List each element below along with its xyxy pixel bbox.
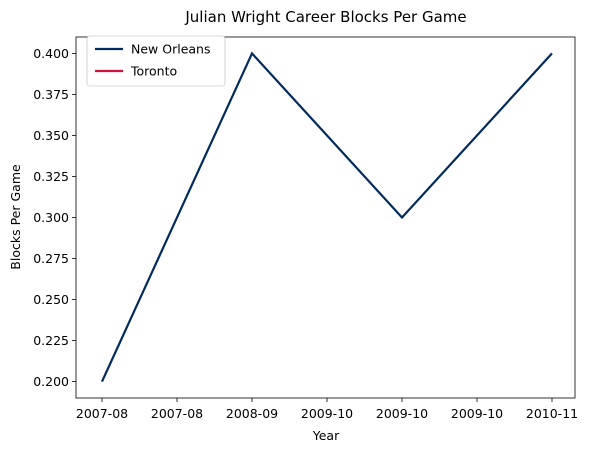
x-tick-label: 2010-11	[526, 406, 578, 421]
y-tick-label: 0.325	[33, 169, 69, 184]
y-tick-label: 0.200	[33, 374, 69, 389]
y-tick-label: 0.350	[33, 128, 69, 143]
y-tick-label: 0.250	[33, 292, 69, 307]
x-tick-label: 2009-10	[376, 406, 428, 421]
x-axis: 2007-08 2007-08 2008-09 2009-10 2009-10 2009-…	[76, 398, 578, 421]
x-tick-label: 2008-09	[226, 406, 278, 421]
y-tick-label: 0.400	[33, 46, 69, 61]
legend-label: Toronto	[130, 64, 177, 79]
y-axis-label: Blocks Per Game	[8, 164, 23, 270]
series-layer	[100, 51, 553, 383]
y-tick-label: 0.375	[33, 87, 69, 102]
chart-title: Julian Wright Career Blocks Per Game	[184, 8, 466, 26]
legend-label: New Orleans	[131, 42, 210, 57]
y-axis: 0.200 0.225 0.250 0.275 0.300 0.325 0.350 0.375…	[33, 46, 76, 389]
series-line-new-orleans	[100, 51, 553, 383]
y-tick-label: 0.300	[33, 210, 69, 225]
y-tick-label: 0.225	[33, 333, 69, 348]
x-tick-label: 2009-10	[451, 406, 503, 421]
x-axis-label: Year	[312, 428, 340, 443]
x-tick-label: 2009-10	[301, 406, 353, 421]
y-tick-label: 0.275	[33, 251, 69, 266]
x-tick-label: 2007-08	[151, 406, 203, 421]
x-tick-label: 2007-08	[76, 406, 128, 421]
legend: New Orleans Toronto	[86, 35, 226, 87]
plot-area	[75, 36, 576, 399]
